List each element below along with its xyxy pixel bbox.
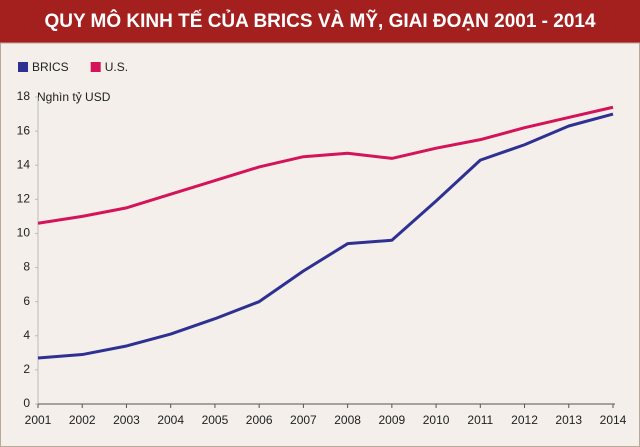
chart-title: QUY MÔ KINH TẾ CỦA BRICS VÀ MỸ, GIAI ĐOẠ… [44, 10, 596, 32]
series-line [37, 105, 614, 225]
y-tick-label: 4 [23, 328, 30, 342]
y-tick-label: 18 [17, 89, 31, 103]
x-tick-label: 2003 [113, 413, 140, 427]
x-tick-label: 2005 [202, 413, 229, 427]
x-tick-label: 2013 [555, 413, 582, 427]
y-tick-label: 10 [17, 226, 31, 240]
x-tick-label: 2012 [511, 413, 538, 427]
y-tick-label: 0 [23, 396, 30, 410]
y-tick-label: 14 [17, 157, 31, 171]
legend-swatch [18, 62, 28, 72]
x-tick-label: 2010 [423, 413, 450, 427]
y-tick-label: 16 [17, 123, 31, 137]
x-tick-label: 2006 [246, 413, 273, 427]
x-tick-label: 2011 [467, 413, 493, 427]
x-tick-label: 2004 [157, 413, 184, 427]
legend-swatch [90, 62, 101, 72]
legend-label: BRICS [32, 60, 69, 74]
y-tick-label: 12 [17, 192, 31, 206]
title-bar [0, 0, 640, 43]
y-tick-label: 2 [23, 362, 30, 376]
y-axis-label: Nghìn tỷ USD [37, 90, 111, 104]
x-tick-label: 2014 [600, 413, 627, 427]
series-line [37, 112, 614, 360]
y-tick-label: 8 [23, 260, 30, 274]
x-tick-label: 2002 [69, 413, 96, 427]
x-tick-label: 2008 [334, 413, 361, 427]
legend-label: U.S. [105, 60, 128, 74]
y-tick-label: 6 [23, 294, 30, 308]
x-tick-label: 2009 [378, 413, 405, 427]
x-tick-label: 2007 [290, 413, 317, 427]
x-tick-label: 2001 [25, 413, 52, 427]
